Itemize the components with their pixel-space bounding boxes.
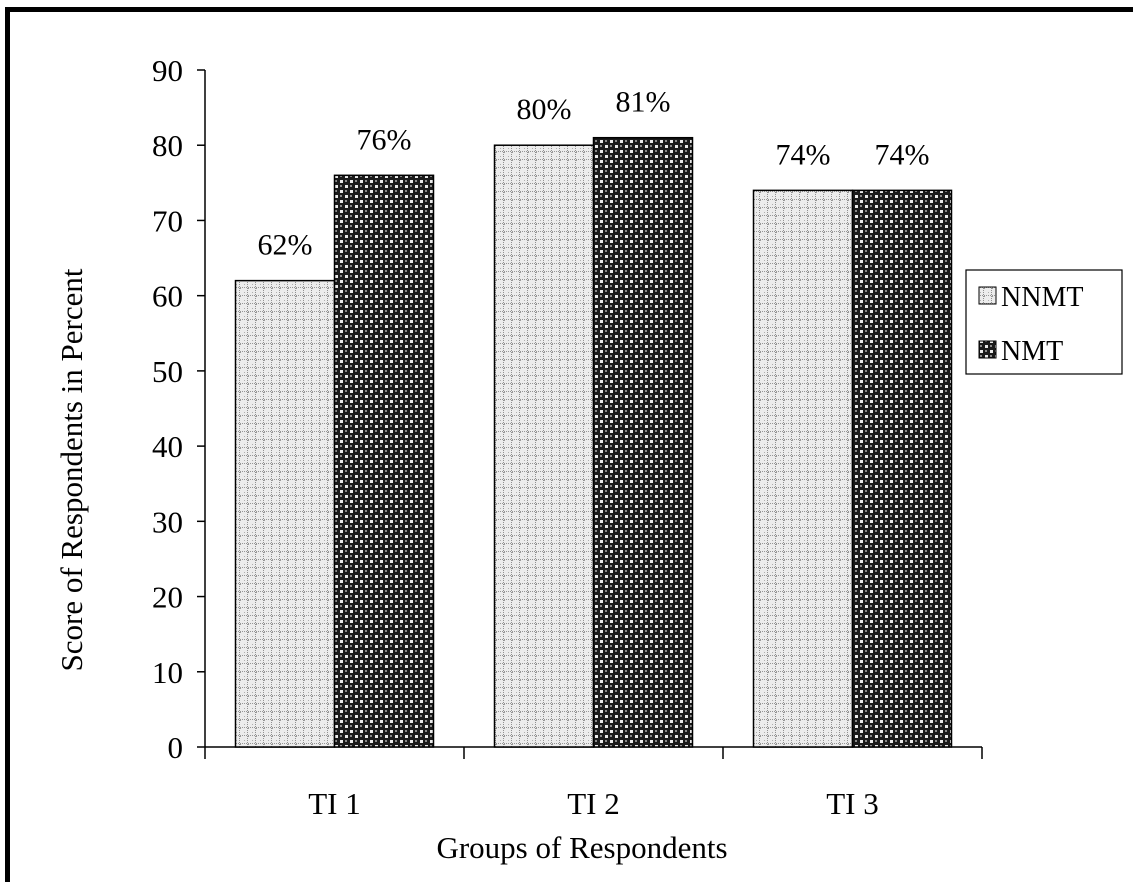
bars-group bbox=[234, 136, 953, 748]
bar-nnmt-ti-1 bbox=[234, 279, 336, 748]
y-tick-label: 10 bbox=[152, 655, 183, 690]
data-label: 81% bbox=[616, 86, 671, 119]
category-label: TI 1 bbox=[308, 786, 361, 821]
data-label: 62% bbox=[258, 229, 313, 262]
y-tick-label: 90 bbox=[152, 53, 183, 88]
data-label: 76% bbox=[357, 123, 412, 156]
x-axis-ticks bbox=[204, 747, 983, 759]
y-tick-label: 80 bbox=[152, 128, 183, 163]
y-axis-ticks: 0 10 20 30 40 50 60 70 80 90 bbox=[152, 53, 205, 765]
bar-nnmt-ti-2 bbox=[493, 144, 595, 748]
data-labels-group: 62% 76% 80% 81% 74% 74% bbox=[258, 86, 930, 262]
bar-nnmt-ti-3 bbox=[752, 189, 854, 748]
bar-nmt-ti-3 bbox=[851, 189, 953, 748]
legend: NNMT NMT bbox=[965, 269, 1123, 375]
y-tick-label: 60 bbox=[152, 279, 183, 314]
y-tick-label: 70 bbox=[152, 203, 183, 238]
y-tick-label: 40 bbox=[152, 429, 183, 464]
bar-nmt-ti-1 bbox=[333, 174, 435, 748]
y-tick-label: 20 bbox=[152, 580, 183, 615]
legend-swatch-nmt bbox=[978, 340, 997, 359]
y-tick-label: 0 bbox=[168, 730, 184, 765]
legend-label-nnmt: NNMT bbox=[1001, 282, 1083, 313]
category-labels-group: TI 1 TI 2 TI 3 bbox=[308, 786, 879, 821]
y-tick-label: 30 bbox=[152, 504, 183, 539]
data-label: 80% bbox=[517, 93, 572, 126]
y-tick-label: 50 bbox=[152, 354, 183, 389]
legend-label-nmt: NMT bbox=[1001, 336, 1063, 367]
data-label: 74% bbox=[875, 138, 930, 171]
legend-swatch-nnmt bbox=[978, 286, 997, 305]
x-axis-title: Groups of Respondents bbox=[436, 830, 727, 865]
y-axis-title: Score of Respondents in Percent bbox=[54, 268, 89, 671]
data-label: 74% bbox=[776, 138, 831, 171]
category-label: TI 2 bbox=[567, 786, 620, 821]
category-label: TI 3 bbox=[826, 786, 879, 821]
bar-nmt-ti-2 bbox=[592, 136, 694, 748]
